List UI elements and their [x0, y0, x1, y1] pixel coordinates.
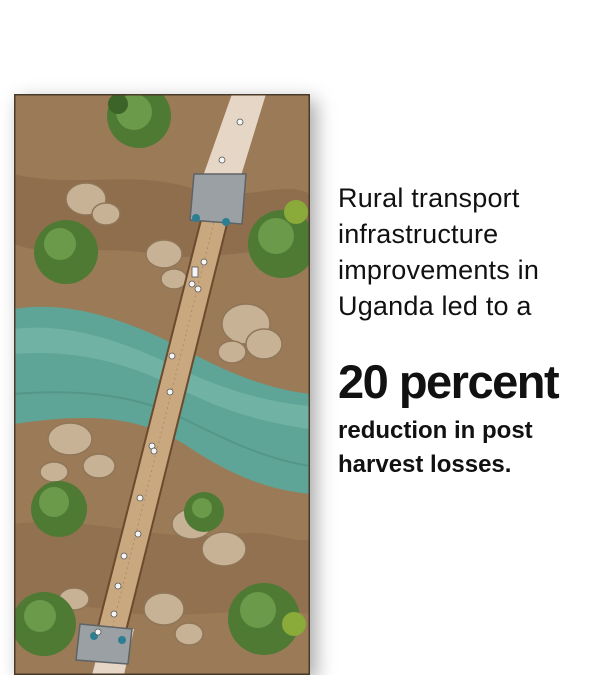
bridge-abutment-top	[189, 173, 247, 225]
person	[194, 285, 202, 293]
rock	[174, 622, 204, 646]
person	[188, 280, 196, 288]
bridge-post	[118, 636, 126, 644]
person	[166, 388, 174, 396]
person	[134, 530, 142, 538]
person	[110, 610, 118, 618]
caption: Rural transport infrastructure improveme…	[338, 180, 600, 482]
tree	[184, 492, 224, 532]
people	[94, 118, 244, 636]
rock	[82, 453, 116, 479]
tree	[14, 592, 76, 656]
rock	[145, 239, 183, 269]
rock	[217, 340, 247, 364]
rock	[143, 592, 185, 626]
person	[218, 156, 226, 164]
tree	[248, 200, 310, 278]
bridge-post	[222, 218, 230, 226]
person	[94, 628, 102, 636]
caption-tail: reduction in post harvest losses.	[338, 417, 533, 478]
bridge-abutment-bottom	[75, 623, 133, 665]
person	[120, 552, 128, 560]
bridge-post	[192, 214, 200, 222]
rock	[47, 422, 93, 456]
rock	[245, 328, 283, 360]
tree	[34, 220, 98, 284]
person	[114, 582, 122, 590]
person	[168, 352, 176, 360]
road-top	[202, 94, 266, 179]
tree	[31, 481, 87, 537]
tree	[107, 94, 171, 148]
rock	[160, 268, 188, 290]
caption-stat: 20 percent	[338, 355, 560, 408]
tree	[228, 583, 306, 655]
rock	[39, 461, 69, 483]
person	[200, 258, 208, 266]
caption-lead: Rural transport infrastructure improveme…	[338, 183, 540, 321]
person	[236, 118, 244, 126]
rock	[91, 202, 121, 226]
rock	[201, 531, 247, 567]
person	[150, 447, 158, 455]
cart	[191, 266, 199, 278]
bridge-scene	[14, 94, 310, 675]
person	[136, 494, 144, 502]
illustration-border	[14, 94, 310, 675]
bridge-illustration	[14, 94, 310, 675]
trees	[14, 94, 310, 656]
